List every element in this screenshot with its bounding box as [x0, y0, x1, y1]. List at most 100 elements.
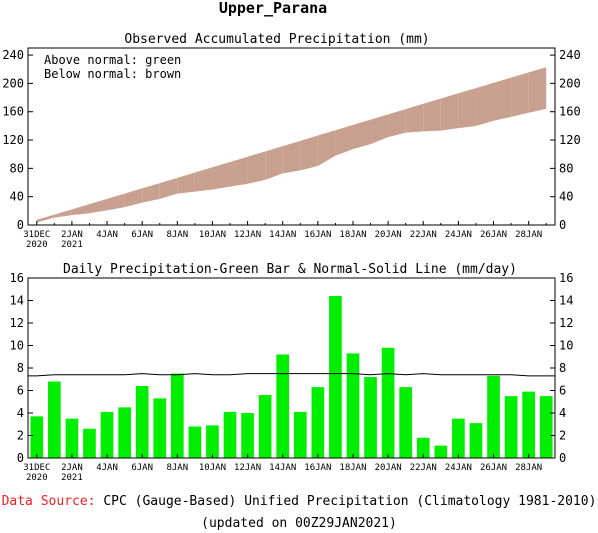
bottom-xtick-label: 20JAN	[375, 463, 402, 473]
top-xtick-label: 28JAN	[515, 230, 542, 240]
bottom-xtick-label: 8JAN	[166, 463, 188, 473]
bottom-xtick-label: 31DEC	[23, 463, 50, 473]
bottom-xtick-label: 16JAN	[304, 463, 331, 473]
bottom-ytick-label-left: 4	[17, 406, 24, 420]
top-ytick-label-left: 0	[17, 218, 24, 232]
bottom-ytick-label-right: 4	[559, 406, 566, 420]
chart-main-title: Upper_Parana	[219, 0, 327, 17]
accum-area-segment	[177, 172, 195, 194]
accum-area-segment	[142, 183, 160, 203]
daily-bar	[539, 396, 553, 458]
top-xtick-label: 14JAN	[269, 230, 296, 240]
top-xtick-label: 2JAN	[61, 230, 83, 240]
daily-bar	[364, 377, 377, 458]
bottom-ytick-label-right: 0	[559, 451, 566, 465]
accum-area-segment	[54, 209, 72, 218]
accum-area-segment	[528, 67, 547, 113]
data-source-label: Data Source:	[1, 494, 96, 509]
accum-area-segment	[159, 177, 178, 199]
accum-area-segment	[36, 214, 55, 223]
top-xtick-label: 31DEC	[23, 230, 50, 240]
bottom-ytick-label-left: 0	[17, 451, 24, 465]
accum-area-segment	[335, 124, 353, 156]
daily-bar	[170, 373, 184, 458]
accum-area-segment	[317, 130, 336, 166]
top-ytick-label-left: 80	[10, 161, 24, 175]
annotation-below-normal: Below normal: brown	[44, 67, 181, 81]
top-xtick-label: 4JAN	[96, 230, 118, 240]
accum-area-segment	[212, 162, 231, 190]
bottom-ytick-label-left: 14	[10, 294, 24, 308]
accum-area-segment	[511, 72, 529, 117]
bottom-ytick-label-right: 14	[559, 294, 573, 308]
bottom-xtick-label: 14JAN	[269, 463, 296, 473]
daily-bar	[293, 411, 307, 458]
top-xtick-label: 26JAN	[480, 230, 507, 240]
bottom-xtick-label: 6JAN	[131, 463, 153, 473]
bottom-chart-title: Daily Precipitation-Green Bar & Normal-S…	[63, 262, 517, 277]
daily-bar	[434, 445, 448, 458]
top-ytick-label-right: 120	[559, 133, 581, 147]
top-xtick-label-year: 2021	[61, 240, 83, 250]
top-xtick-label: 20JAN	[375, 230, 402, 240]
bottom-xtick-label: 26JAN	[480, 463, 507, 473]
daily-bar	[329, 296, 342, 458]
accum-area-segment	[247, 151, 266, 184]
bottom-xtick-label: 10JAN	[199, 463, 226, 473]
accum-area-segment	[300, 135, 318, 171]
daily-bar	[504, 396, 518, 458]
bottom-xtick-label: 4JAN	[96, 463, 118, 473]
top-plot-frame	[27, 47, 556, 226]
top-xtick-label: 16JAN	[304, 230, 331, 240]
daily-bar	[100, 411, 114, 458]
bottom-ytick-label-right: 12	[559, 316, 573, 330]
bottom-ytick-label-left: 10	[10, 339, 24, 353]
top-xtick-label-year: 2020	[26, 240, 48, 250]
top-ytick-label-left: 120	[2, 133, 24, 147]
daily-bar	[241, 413, 254, 458]
normal-line	[28, 373, 555, 377]
bottom-ytick-label-left: 6	[17, 384, 24, 398]
top-xtick-label: 22JAN	[410, 230, 437, 240]
accum-area-segment	[107, 193, 125, 211]
bottom-ytick-label-right: 6	[559, 384, 566, 398]
accum-area-segment	[405, 103, 424, 133]
daily-bar	[206, 425, 219, 458]
top-ytick-label-left: 40	[10, 190, 24, 204]
top-ytick-label-left: 160	[2, 105, 24, 119]
daily-bar	[346, 353, 360, 458]
top-xtick-label: 18JAN	[339, 230, 366, 240]
daily-bar	[381, 347, 395, 458]
daily-bar	[118, 407, 131, 458]
top-xtick-label: 24JAN	[445, 230, 472, 240]
top-xtick-label: 12JAN	[234, 230, 261, 240]
annotation-above-normal: Above normal: green	[44, 53, 181, 67]
daily-bar	[83, 428, 96, 458]
accum-area-segment	[194, 167, 213, 192]
daily-bar	[258, 395, 272, 458]
bottom-ytick-label-right: 10	[559, 339, 573, 353]
top-chart-title: Observed Accumulated Precipitation (mm)	[124, 32, 429, 47]
accum-area-segment	[423, 98, 441, 132]
bottom-xtick-label: 24JAN	[445, 463, 472, 473]
daily-bar	[276, 354, 290, 458]
bottom-ytick-label-left: 8	[17, 361, 24, 375]
data-source-text: CPC (Gauge-Based) Unified Precipitation …	[95, 494, 597, 509]
accumulated-precip-chart: Observed Accumulated Precipitation (mm) …	[2, 32, 580, 250]
daily-bar	[469, 423, 483, 458]
top-xtick-label: 10JAN	[199, 230, 226, 240]
accum-area-segment	[370, 114, 389, 145]
top-xtick-label: 6JAN	[131, 230, 153, 240]
bottom-xtick-label: 22JAN	[410, 463, 437, 473]
daily-bar	[522, 391, 535, 458]
accum-area-segment	[388, 109, 406, 138]
bottom-ytick-label-left: 16	[10, 271, 24, 285]
top-ytick-label-right: 200	[559, 76, 581, 90]
daily-bar	[48, 381, 61, 458]
bottom-xtick-label: 12JAN	[234, 463, 261, 473]
accum-area-segment	[493, 77, 512, 121]
accum-area-segment	[475, 82, 494, 126]
bottom-xtick-label: 18JAN	[339, 463, 366, 473]
accum-area-segment	[124, 188, 143, 208]
daily-precip-chart: Daily Precipitation-Green Bar & Normal-S…	[10, 262, 574, 483]
